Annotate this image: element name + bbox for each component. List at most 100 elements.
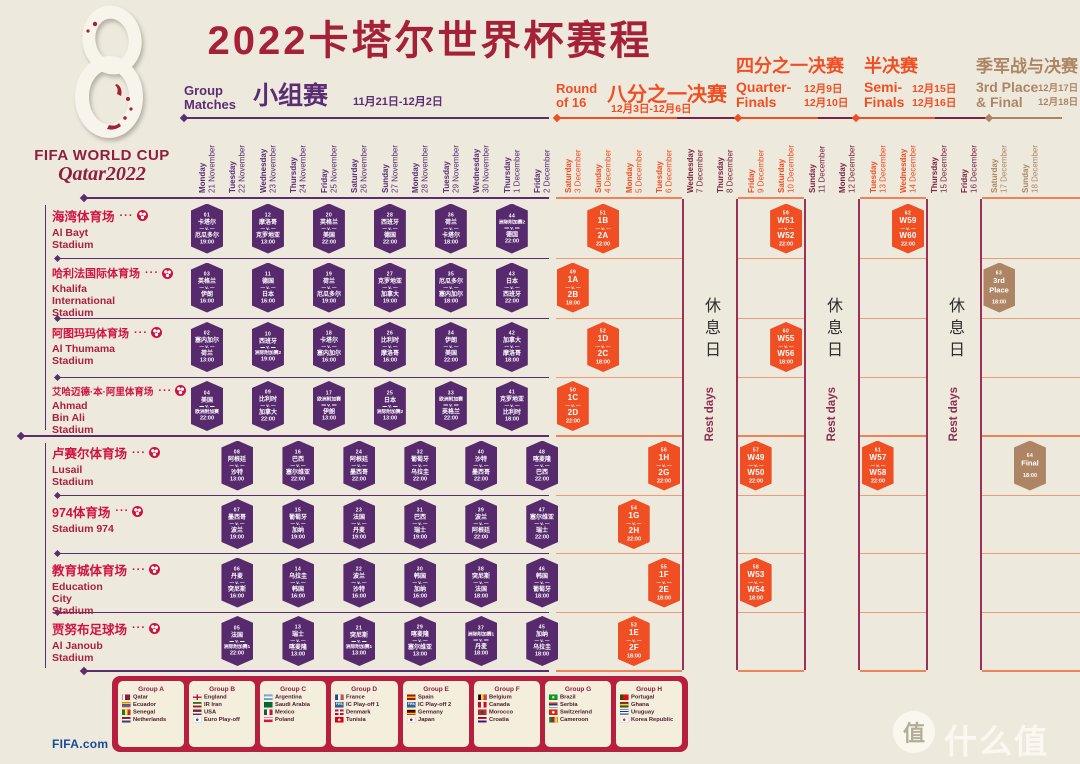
versus-separator: v. <box>352 463 367 468</box>
team-a: W57 <box>868 453 887 462</box>
stadium-name-en-line: Stadium <box>52 651 94 664</box>
kickoff-time: 16:00 <box>260 297 275 304</box>
group-matches-zh: 小组赛 <box>253 82 329 110</box>
team-b: 喀麦隆 <box>289 643 308 651</box>
kickoff-time: 22:00 <box>535 533 550 540</box>
stadium-name-zh: 阿图玛玛体育场 ··· <box>52 325 190 341</box>
versus-text: v. <box>266 344 270 350</box>
kickoff-time: 19:00 <box>230 533 245 540</box>
date-column-25-november: Friday 25 November <box>319 144 339 193</box>
versus-separator: v. <box>535 463 550 468</box>
legend-group-title: Group F <box>494 685 520 693</box>
legend-team-name: Senegal <box>133 709 156 715</box>
match-number: 64 <box>1026 452 1034 459</box>
versus-separator: v. <box>382 285 397 290</box>
team-a: 日本 <box>383 396 396 404</box>
ellipsis-decoration: ··· <box>132 622 147 634</box>
legend-group-title: Group G <box>564 685 591 693</box>
date-column-6-december: Tuesday 6 December <box>655 149 674 193</box>
legend-team-row: France <box>331 694 397 700</box>
match-cell-content: 52 1D v. 2C 18:00 <box>587 322 619 372</box>
flag-icon-ic-play-off-1: FIFA <box>335 701 344 708</box>
rest-days-zh: 休息日 <box>824 297 841 363</box>
legend-team-row: FIFA IC Play-off 1 <box>331 702 397 708</box>
rest-days-en: Rest days <box>704 387 716 442</box>
soccer-ball-icon <box>175 385 187 396</box>
legend-team-row: Uruguay <box>616 709 682 715</box>
versus-text: v. <box>205 225 209 231</box>
stadium-label-5: 974体育场 ··· Stadium 974 <box>52 502 190 535</box>
legend-team-name: Qatar <box>133 694 149 700</box>
legend-team-row: Mexico <box>260 709 326 715</box>
match-number: 59 <box>782 210 790 216</box>
match-cell-37: 37 洲际附加赛1 v. 丹麦 18:00 <box>465 616 498 666</box>
match-cell-24: 24 阿根廷 v. 墨西哥 22:00 <box>343 440 376 491</box>
team-a: 瑞士 <box>292 630 305 638</box>
match-cell-content: 46 韩国 v. 葡萄牙 18:00 <box>526 558 558 608</box>
match-number: 23 <box>356 507 363 514</box>
match-number: 54 <box>630 505 637 512</box>
team-b: 德国 <box>505 230 518 238</box>
team-b: 美国 <box>444 349 457 357</box>
match-number: 45 <box>538 624 546 631</box>
match-cell-content: 36 荷兰 v. 卡塔尔 18:00 <box>435 204 467 254</box>
legend-team-row: Croatia <box>474 717 540 723</box>
kickoff-time: 19:00 <box>413 533 428 540</box>
match-cell-content: 56 1H v. 2G 22:00 <box>648 441 680 491</box>
match-cell-22: 22 波兰 v. 沙特 16:00 <box>343 557 376 608</box>
team-a: 塞尔维亚 <box>530 513 555 521</box>
date-column-5-december: Monday 5 December <box>624 149 644 193</box>
stadium-name-en-line: City <box>52 593 72 606</box>
flag-icon-denmark <box>335 709 344 715</box>
match-cell-content: 38 突尼斯 v. 法国 18:00 <box>465 558 497 608</box>
kickoff-time: 16:00 <box>321 356 336 363</box>
team-a: 比利时 <box>258 395 277 403</box>
versus-separator: v. <box>474 521 489 527</box>
match-number: 15 <box>295 507 302 514</box>
versus-text: v. <box>753 462 758 468</box>
versus-separator: v. <box>321 344 336 350</box>
date-column-7-december: Wednesday 7 December <box>685 148 705 193</box>
team-b: 墨西哥 <box>472 468 491 475</box>
versus-text: v. <box>205 344 209 349</box>
versus-separator: v. <box>900 226 915 231</box>
legend-team-name: IC Play-off 1 <box>346 701 380 708</box>
date-column-3-december: Saturday 3 December <box>563 149 583 193</box>
versus-text: v. <box>632 521 636 526</box>
versus-separator: v. <box>230 463 245 468</box>
match-cell-content: 29 喀麦隆 v. 塞尔维亚 13:00 <box>404 616 436 666</box>
team-a: 西班牙 <box>258 337 277 345</box>
match-cell-content: 44 洲际附加赛2 v. 德国 22:00 <box>496 204 528 254</box>
match-cell-50: 50 1C v. 2D 22:00 <box>556 381 589 431</box>
match-cell-09: 09 比利时 v. 加拿大 22:00 <box>251 381 284 431</box>
match-cell-content: 50 1C v. 2D 22:00 <box>557 381 589 431</box>
kickoff-time: 13:00 <box>260 238 275 245</box>
team-b: 加纳 <box>292 526 305 534</box>
team-a: 厄瓜多尔 <box>438 277 463 285</box>
legend-group-title: Group D <box>351 685 378 693</box>
stadium-name-zh: 艾哈迈德·本·阿里体育场 ··· <box>52 384 190 398</box>
team-b: 日本 <box>261 290 274 297</box>
kickoff-time: 18:00 <box>535 650 550 657</box>
date-column-12-december: Monday 12 December <box>838 144 857 193</box>
versus-text: v. <box>418 521 423 526</box>
legend-card-group-h: Group H Portugal Ghana Uruguay Korea Republi… <box>615 681 682 747</box>
stadium-name-zh: 哈利法国际体育场 ··· <box>52 265 190 281</box>
flag-icon-ecuador <box>122 701 131 708</box>
stadium-name-en-line: Stadium 974 <box>52 522 114 535</box>
legend-team-row: Saudi Arabia <box>260 702 326 708</box>
soccer-ball-icon <box>151 327 162 338</box>
match-number: 30 <box>417 566 424 572</box>
match-cell-content: 20 英格兰 v. 美国 22:00 <box>313 204 345 254</box>
team-b: 2D <box>567 408 579 417</box>
versus-text: v. <box>205 403 209 409</box>
versus-separator: v. <box>656 580 671 585</box>
match-number: 40 <box>478 449 485 455</box>
versus-separator: v. <box>413 521 428 527</box>
team-b: 墨西哥 <box>350 468 369 475</box>
date-column-17-december: Saturday 17 December <box>990 144 1010 193</box>
kickoff-time: 22:00 <box>565 417 580 424</box>
stadium-name-en-line: Khalifa <box>52 283 88 295</box>
versus-text: v. <box>357 579 362 585</box>
